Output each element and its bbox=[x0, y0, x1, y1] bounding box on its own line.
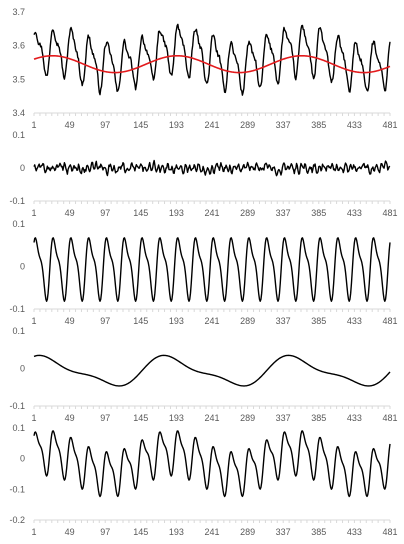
y-tick-label: 0.1 bbox=[12, 219, 25, 229]
y-tick-label: -0.1 bbox=[9, 196, 25, 206]
x-tick-label: 97 bbox=[100, 120, 110, 130]
x-tick-label: 1 bbox=[31, 316, 36, 326]
x-tick-label: 385 bbox=[311, 208, 326, 218]
x-tick-label: 289 bbox=[240, 120, 255, 130]
x-tick-label: 337 bbox=[276, 527, 291, 537]
x-tick-label: 481 bbox=[382, 527, 397, 537]
y-tick-label: 0 bbox=[20, 163, 25, 173]
x-tick-label: 97 bbox=[100, 208, 110, 218]
x-tick-label: 337 bbox=[276, 316, 291, 326]
x-tick-label: 193 bbox=[169, 413, 184, 423]
x-tick-label: 433 bbox=[347, 413, 362, 423]
chart-panel-4: 1 49 97 145 193 241 289 337 385 433 481 -0.1 0 0.1 bbox=[9, 326, 397, 423]
chart-panel-2: 1 49 97 145 193 241 289 337 385 433 481 -0.1 0 0.1 bbox=[9, 130, 397, 218]
y-tick-label: -0.1 bbox=[9, 401, 25, 411]
x-tick-label: 337 bbox=[276, 413, 291, 423]
series-line-1 bbox=[33, 159, 391, 177]
x-tick-label: 1 bbox=[31, 527, 36, 537]
x-tick-label: 337 bbox=[276, 120, 291, 130]
y-tick-label: -0.1 bbox=[9, 304, 25, 314]
x-tick-label: 97 bbox=[100, 527, 110, 537]
x-tick-label: 241 bbox=[204, 413, 219, 423]
x-tick-label: 145 bbox=[133, 208, 148, 218]
y-tick-label: 3.7 bbox=[12, 7, 25, 17]
series-line-2 bbox=[33, 54, 391, 74]
x-tick-label: 49 bbox=[65, 316, 75, 326]
series-line-1 bbox=[33, 430, 391, 498]
x-tick-label: 1 bbox=[31, 208, 36, 218]
x-tick-label: 145 bbox=[133, 120, 148, 130]
x-tick-label: 481 bbox=[382, 120, 397, 130]
x-tick-label: 289 bbox=[240, 208, 255, 218]
x-tick-label: 49 bbox=[65, 413, 75, 423]
x-tick-label: 145 bbox=[133, 527, 148, 537]
x-tick-label: 385 bbox=[311, 120, 326, 130]
x-tick-label: 49 bbox=[65, 120, 75, 130]
y-tick-label: -0.2 bbox=[9, 515, 25, 525]
series-line-1 bbox=[33, 354, 391, 387]
x-tick-label: 193 bbox=[169, 208, 184, 218]
x-tick-label: 97 bbox=[100, 413, 110, 423]
y-tick-label: 0.1 bbox=[12, 130, 25, 140]
y-tick-label: 0.1 bbox=[12, 326, 25, 336]
x-tick-label: 49 bbox=[65, 527, 75, 537]
x-tick-label: 337 bbox=[276, 208, 291, 218]
x-tick-label: 289 bbox=[240, 316, 255, 326]
x-tick-label: 385 bbox=[311, 316, 326, 326]
chart-panel-5: 1 49 97 145 193 241 289 337 385 433 481 -0.2 -0.1 0 0.… bbox=[9, 423, 397, 537]
x-tick-label: 385 bbox=[311, 413, 326, 423]
x-tick-label: 97 bbox=[100, 316, 110, 326]
x-tick-label: 241 bbox=[204, 527, 219, 537]
y-tick-label: 0.1 bbox=[12, 423, 25, 433]
x-tick-label: 481 bbox=[382, 413, 397, 423]
x-tick-label: 241 bbox=[204, 316, 219, 326]
x-tick-label: 289 bbox=[240, 413, 255, 423]
x-tick-label: 481 bbox=[382, 316, 397, 326]
x-tick-label: 289 bbox=[240, 527, 255, 537]
y-tick-label: 0 bbox=[20, 262, 25, 272]
y-tick-label: 3.5 bbox=[12, 74, 25, 84]
x-tick-label: 1 bbox=[31, 120, 36, 130]
x-tick-label: 1 bbox=[31, 413, 36, 423]
series-line-1 bbox=[33, 237, 391, 302]
y-tick-label: 0 bbox=[20, 454, 25, 464]
x-tick-label: 193 bbox=[169, 527, 184, 537]
x-tick-label: 145 bbox=[133, 413, 148, 423]
y-tick-label: -0.1 bbox=[9, 484, 25, 494]
x-tick-label: 481 bbox=[382, 208, 397, 218]
x-tick-label: 145 bbox=[133, 316, 148, 326]
x-tick-label: 49 bbox=[65, 208, 75, 218]
y-tick-label: 3.4 bbox=[12, 108, 25, 118]
chart-panel-3: 1 49 97 145 193 241 289 337 385 433 481 -0.1 0 0.1 bbox=[9, 219, 397, 326]
x-tick-label: 433 bbox=[347, 120, 362, 130]
y-tick-label: 3.6 bbox=[12, 41, 25, 51]
x-tick-label: 433 bbox=[347, 527, 362, 537]
x-tick-label: 433 bbox=[347, 316, 362, 326]
x-tick-label: 241 bbox=[204, 120, 219, 130]
x-tick-label: 241 bbox=[204, 208, 219, 218]
x-tick-label: 193 bbox=[169, 316, 184, 326]
x-tick-label: 433 bbox=[347, 208, 362, 218]
y-tick-label: 0 bbox=[20, 364, 25, 374]
x-tick-label: 193 bbox=[169, 120, 184, 130]
x-tick-label: 385 bbox=[311, 527, 326, 537]
chart-panel-1: 1 49 97 145 193 241 289 337 385 433 481 3.4 3.5 3.6 3.… bbox=[12, 7, 397, 130]
series-line-1 bbox=[33, 23, 391, 96]
